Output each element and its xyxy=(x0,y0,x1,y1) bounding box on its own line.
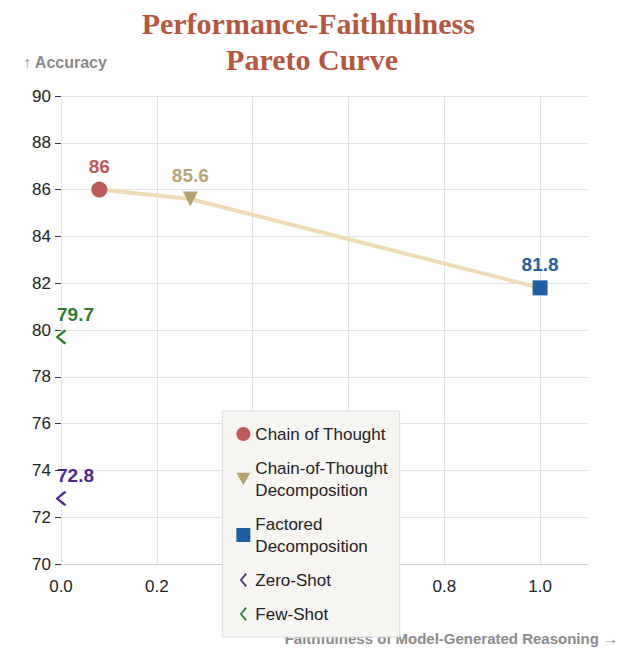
svg-text:Few-Shot: Few-Shot xyxy=(255,605,328,624)
svg-text:82: 82 xyxy=(32,274,51,293)
svg-text:70: 70 xyxy=(32,555,51,574)
svg-text:Chain of Thought: Chain of Thought xyxy=(255,425,385,444)
svg-text:81.8: 81.8 xyxy=(522,254,559,275)
svg-text:↑ Accuracy: ↑ Accuracy xyxy=(23,54,107,71)
svg-text:79.7: 79.7 xyxy=(57,304,94,325)
svg-text:Chain-of-Thought: Chain-of-Thought xyxy=(255,459,388,478)
svg-text:72.8: 72.8 xyxy=(57,465,94,486)
svg-text:80: 80 xyxy=(32,321,51,340)
svg-text:76: 76 xyxy=(32,414,51,433)
svg-text:85.6: 85.6 xyxy=(172,165,209,186)
svg-text:0.2: 0.2 xyxy=(145,577,169,596)
svg-text:Decomposition: Decomposition xyxy=(255,537,367,556)
svg-text:84: 84 xyxy=(32,227,51,246)
svg-text:Factored: Factored xyxy=(255,515,322,534)
svg-text:74: 74 xyxy=(32,461,51,480)
svg-text:86: 86 xyxy=(32,180,51,199)
svg-text:Faithfulness of Model-Generate: Faithfulness of Model-Generated Reasonin… xyxy=(284,630,618,647)
svg-text:Zero-Shot: Zero-Shot xyxy=(255,571,331,590)
svg-text:1.0: 1.0 xyxy=(528,577,552,596)
svg-text:72: 72 xyxy=(32,508,51,527)
svg-text:Performance-Faithfulness: Performance-Faithfulness xyxy=(142,7,483,40)
svg-text:86: 86 xyxy=(89,156,110,177)
svg-text:78: 78 xyxy=(32,367,51,386)
svg-text:Decomposition: Decomposition xyxy=(255,481,367,500)
svg-text:0.0: 0.0 xyxy=(49,577,73,596)
svg-text:0.8: 0.8 xyxy=(432,577,456,596)
svg-text:Pareto Curve: Pareto Curve xyxy=(226,43,398,76)
svg-text:90: 90 xyxy=(32,87,51,106)
svg-text:88: 88 xyxy=(32,133,51,152)
